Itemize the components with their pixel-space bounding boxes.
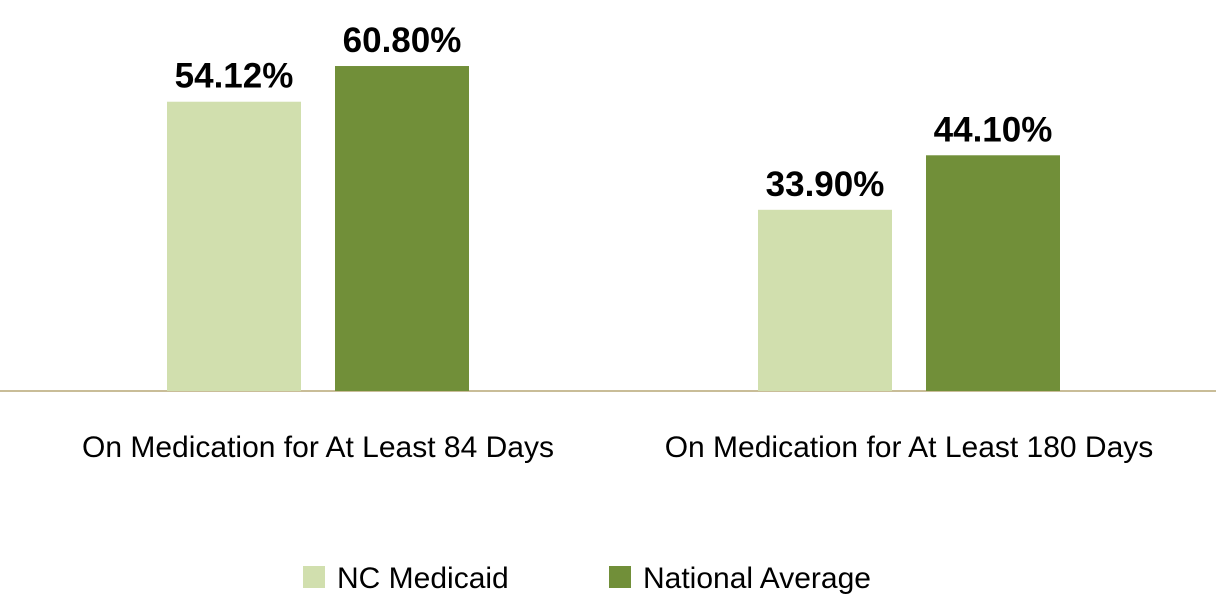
bar xyxy=(335,66,469,392)
x-tick-label: On Medication for At Least 84 Days xyxy=(82,431,554,464)
legend-swatch xyxy=(303,566,325,588)
legend-label: NC Medicaid xyxy=(337,562,509,595)
value-label: 54.12% xyxy=(175,57,294,96)
value-label: 60.80% xyxy=(343,21,462,60)
x-tick-label: On Medication for At Least 180 Days xyxy=(664,431,1154,464)
bar xyxy=(167,101,301,391)
value-label: 44.10% xyxy=(934,110,1053,149)
legend-label: National Average xyxy=(643,562,871,595)
value-label: 33.90% xyxy=(766,165,885,204)
bar xyxy=(926,155,1060,391)
bar xyxy=(758,209,892,391)
legend-swatch xyxy=(609,566,631,588)
